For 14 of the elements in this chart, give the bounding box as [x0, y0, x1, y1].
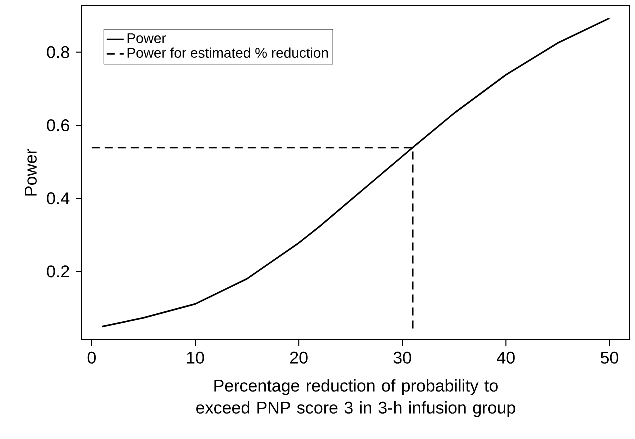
y-tick-label: 0.4 [47, 192, 70, 205]
legend-label: Power for estimated % reduction [128, 48, 328, 58]
x-tick-label: 10 [187, 352, 204, 364]
x-tick-label: 40 [497, 352, 515, 364]
x-tick-label: 20 [290, 352, 308, 364]
y-axis-title: Power [25, 149, 37, 196]
y-tick-label: 0.2 [47, 266, 70, 278]
x-tick-label: 30 [394, 352, 412, 364]
y-tick-label: 0.6 [47, 119, 70, 132]
x-axis-title: Percentage reduction of probability to exceed PNP score 3 in 3-h infusion group [196, 379, 516, 418]
y-tick-label: 0.8 [47, 46, 70, 58]
x-tick-label: 50 [600, 352, 619, 364]
x-tick-label: 0 [88, 352, 96, 364]
legend-label: Power [128, 34, 166, 44]
